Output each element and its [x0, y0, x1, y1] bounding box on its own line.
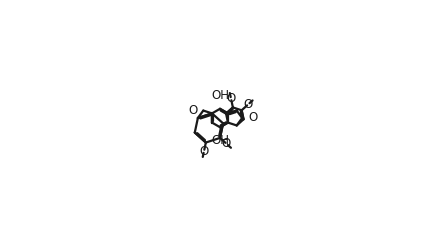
Text: O: O: [227, 93, 236, 105]
Text: O: O: [243, 98, 253, 111]
Text: OH: OH: [211, 89, 229, 102]
Text: O: O: [188, 104, 197, 117]
Text: O: O: [199, 145, 209, 158]
Text: OH: OH: [211, 134, 229, 147]
Text: O: O: [222, 137, 231, 150]
Text: O: O: [248, 111, 257, 125]
